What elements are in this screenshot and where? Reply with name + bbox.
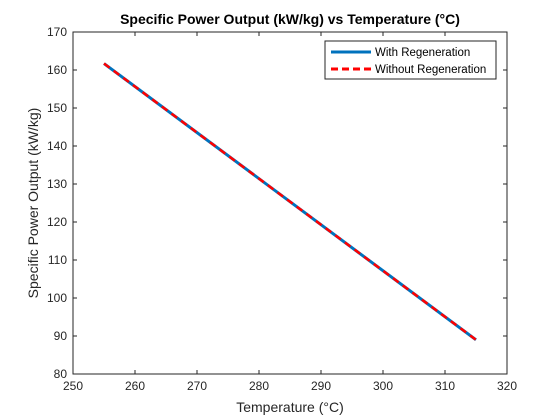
- legend: With Regeneration Without Regeneration: [324, 40, 497, 80]
- x-tick-label: 290: [311, 379, 331, 393]
- y-tick-label: 120: [47, 215, 67, 229]
- plot-lines: [103, 62, 477, 342]
- plot-frame: [72, 31, 508, 375]
- chart-title: Specific Power Output (kW/kg) vs Tempera…: [120, 11, 460, 27]
- y-tick-label: 150: [47, 101, 67, 115]
- y-tick-label: 160: [47, 63, 67, 77]
- axis-ticks: 250 260 270 280 290 300 310 320 80 90 100 110 120 130…: [47, 25, 517, 393]
- y-tick-label: 170: [47, 25, 67, 39]
- y-tick-label: 100: [47, 291, 67, 305]
- y-tick-label: 130: [47, 177, 67, 191]
- x-tick-label: 270: [187, 379, 207, 393]
- x-tick-label: 260: [125, 379, 145, 393]
- legend-box: [324, 40, 497, 80]
- x-tick-label: 280: [249, 379, 269, 393]
- x-tick-label: 310: [435, 379, 455, 393]
- x-tick-label: 250: [63, 379, 83, 393]
- x-axis-label: Temperature (°C): [236, 399, 344, 415]
- y-tick-label: 140: [47, 139, 67, 153]
- x-tick-label: 320: [497, 379, 517, 393]
- x-tick-label: 300: [373, 379, 393, 393]
- y-tick-label: 110: [48, 253, 67, 267]
- legend-label-without-regeneration: Without Regeneration: [375, 64, 486, 76]
- series-line-without-regeneration: [103, 62, 477, 341]
- y-tick-label: 90: [54, 329, 68, 343]
- legend-label-with-regeneration: With Regeneration: [375, 47, 470, 59]
- y-tick-label: 80: [54, 367, 68, 381]
- y-axis-label: Specific Power Output (kW/kg): [25, 108, 41, 299]
